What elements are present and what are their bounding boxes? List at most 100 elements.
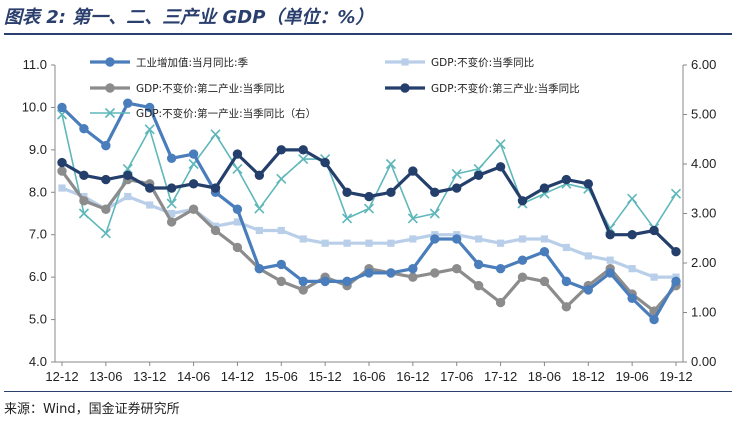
data-point [430,268,440,278]
data-point [451,168,462,179]
series-line [61,114,677,235]
data-point [430,187,440,197]
data-point [496,239,505,247]
data-point [540,235,549,243]
legend-label: GDP:不变价:当季同比 [431,56,534,69]
data-point [539,183,550,193]
legend-swatch-marker [104,107,116,119]
data-point [475,235,483,243]
data-point [495,263,506,274]
data-point [495,139,506,150]
y-tick-left-label: 9.0 [29,142,47,157]
data-point [255,226,263,235]
data-point [495,297,506,308]
data-point [57,102,67,113]
y-tick-left-label: 5.0 [29,312,47,327]
data-point [232,204,243,214]
data-point [210,183,221,193]
data-point [298,145,308,155]
data-point [78,208,89,219]
data-point [124,192,132,201]
data-point [123,98,133,108]
legend: 工业增加值:当月同比:季 GDP:不变价:当季同比 GDP:不变价:第二产业:当季同… [90,56,580,120]
data-point [473,280,484,291]
data-point [276,145,286,155]
data-point [649,225,659,236]
data-point [123,170,133,181]
chart-title: 图表 2: 第一、二、三产业 GDP（单位：%） [4,7,374,28]
data-point [166,183,177,193]
data-point [342,276,352,287]
data-point [233,218,242,226]
data-point [166,153,177,164]
legend-swatch-marker [400,83,410,93]
y-tick-left-label: 8.0 [29,184,47,199]
x-tick-label: 16-06 [352,369,385,384]
data-point [364,268,374,278]
data-point [561,276,572,287]
data-point [188,179,199,189]
data-point [627,293,637,304]
y-tick-left-label: 11.0 [23,57,47,72]
data-point [254,263,265,274]
data-point [101,204,111,214]
data-point [386,268,396,278]
data-point [79,123,89,134]
data-point [320,276,330,287]
data-point [320,157,330,168]
data-point [277,226,285,235]
data-point [168,209,176,218]
data-point [452,263,462,274]
legend-swatch-marker [401,58,409,66]
data-point [210,129,221,140]
series-3 [57,145,681,257]
x-tick-label: 19-06 [616,369,649,384]
x-tick-label: 17-12 [484,369,517,384]
data-point [627,230,637,240]
data-point [210,225,221,236]
data-point [429,208,440,219]
legend-item: GDP:不变价:第二产业:当季同比 [90,82,285,95]
data-point [321,239,329,247]
data-point [144,124,155,135]
x-tick-label: 18-06 [528,369,561,384]
data-point [101,140,111,151]
data-point [232,242,243,253]
data-point [145,102,155,113]
data-point [430,234,440,244]
data-point [386,187,396,197]
data-point [166,217,177,227]
data-point [650,273,658,281]
data-point [298,285,308,295]
legend-label: GDP:不变价:第一产业:当季同比（右） [136,107,316,120]
y-tick-right-label: 2.00 [691,255,716,270]
data-point [561,302,572,312]
data-point [628,265,636,273]
data-point [562,243,570,252]
data-point [276,173,287,184]
data-point [517,196,528,206]
series-4 [56,109,682,239]
data-point [539,276,550,287]
y-tick-left-label: 10.0 [22,99,47,114]
data-point [101,174,111,185]
data-point [517,272,528,282]
x-tick-label: 14-06 [177,369,210,384]
x-tick-label: 15-12 [309,369,342,384]
x-tick-label: 16-12 [396,369,429,384]
data-point [473,259,484,270]
data-point [561,174,572,185]
title-divider [4,33,732,35]
legend-item: GDP:不变价:第一产业:当季同比（右） [90,107,316,120]
y-tick-left-label: 7.0 [29,227,47,242]
data-point [166,198,177,209]
data-point [100,228,111,239]
legend-swatch-marker [105,57,115,67]
data-point [276,276,286,287]
data-point [364,191,374,202]
data-point [473,170,484,181]
source-divider [4,391,732,392]
series-layer [56,98,682,325]
data-point [408,263,418,274]
